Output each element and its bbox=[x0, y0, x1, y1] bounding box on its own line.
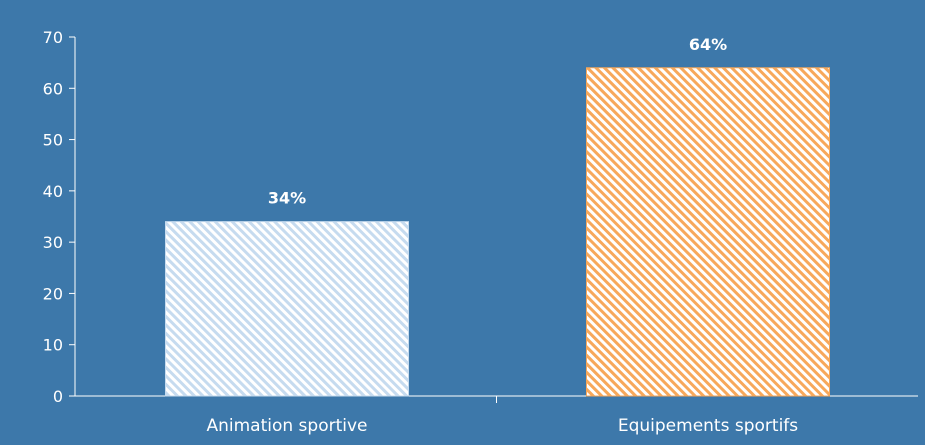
y-tick-label: 0 bbox=[53, 387, 63, 406]
bar-2 bbox=[586, 67, 830, 397]
y-tick-label: 50 bbox=[43, 131, 63, 150]
data-labels-group: 34% 64% bbox=[268, 35, 727, 208]
y-tick-label: 70 bbox=[43, 28, 63, 47]
y-tick-label: 40 bbox=[43, 182, 63, 201]
y-tick-label: 60 bbox=[43, 79, 63, 98]
bar-data-label-2: 64% bbox=[689, 35, 727, 54]
bars-group bbox=[165, 67, 830, 397]
x-category-label-1: Animation sportive bbox=[206, 416, 367, 436]
axes-group: 0 10 20 30 40 50 60 70 bbox=[43, 28, 918, 406]
x-axis-labels-group: Animation sportive Equipements sportifs bbox=[206, 416, 798, 436]
y-tick-label: 20 bbox=[43, 284, 63, 303]
bar-data-label-1: 34% bbox=[268, 189, 306, 208]
y-tick-label: 10 bbox=[43, 336, 63, 355]
x-category-label-2: Equipements sportifs bbox=[618, 416, 798, 436]
bar-1 bbox=[165, 221, 409, 397]
y-tick-label: 30 bbox=[43, 233, 63, 252]
